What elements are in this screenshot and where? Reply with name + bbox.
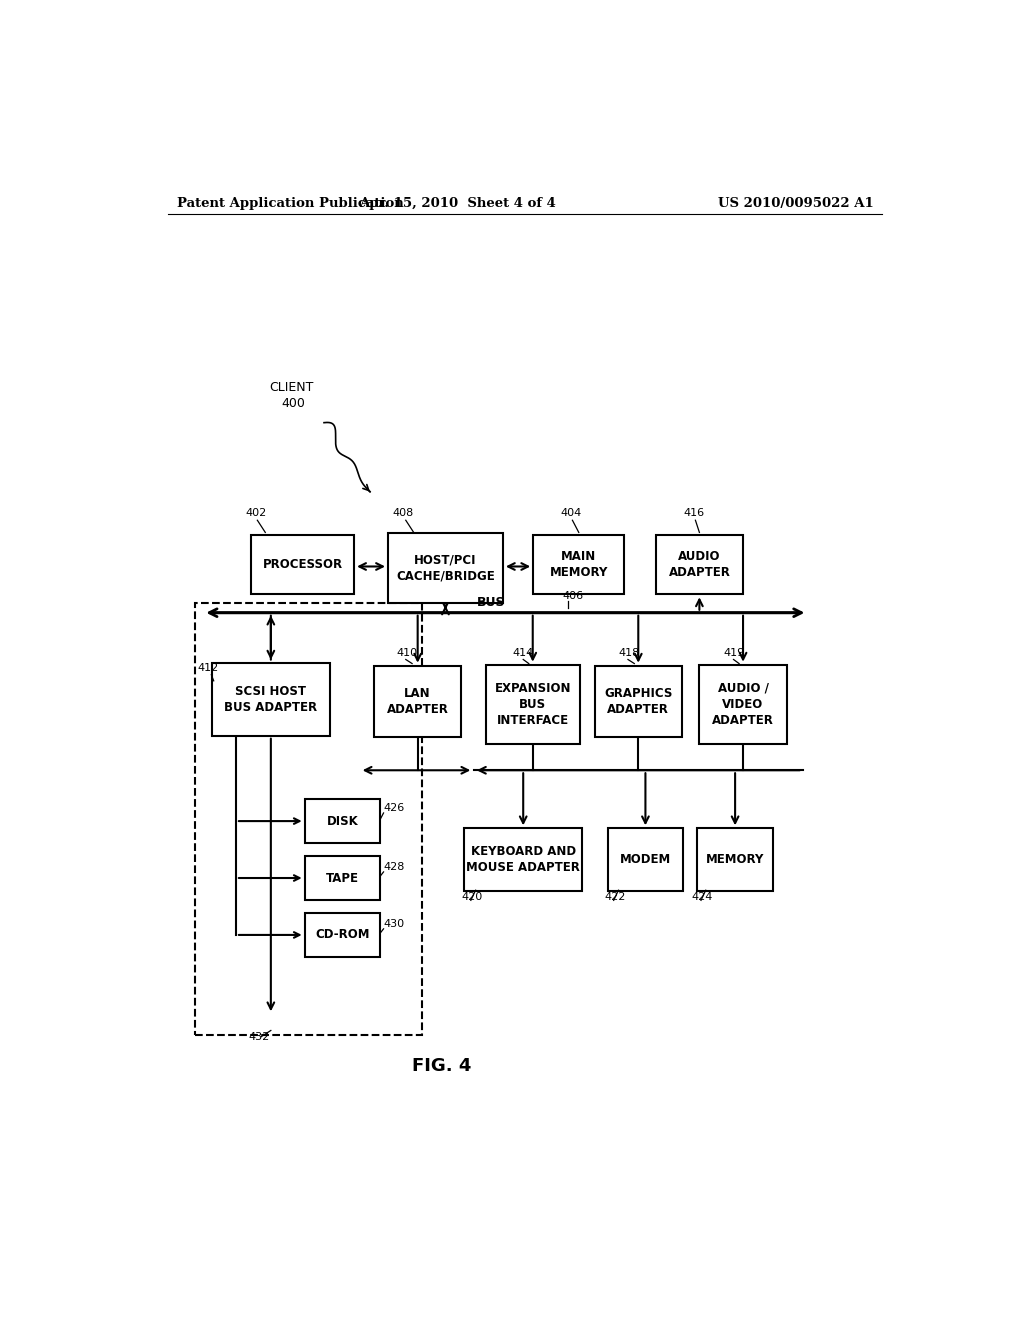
- FancyBboxPatch shape: [374, 665, 461, 737]
- Text: 428: 428: [384, 862, 404, 873]
- FancyBboxPatch shape: [465, 828, 582, 891]
- FancyBboxPatch shape: [699, 664, 786, 744]
- Text: 408: 408: [392, 508, 414, 519]
- FancyBboxPatch shape: [212, 663, 330, 735]
- Text: DISK: DISK: [327, 814, 358, 828]
- Text: Apr. 15, 2010  Sheet 4 of 4: Apr. 15, 2010 Sheet 4 of 4: [358, 197, 556, 210]
- Text: 410: 410: [396, 648, 418, 659]
- Text: LAN
ADAPTER: LAN ADAPTER: [387, 686, 449, 715]
- Text: EXPANSION
BUS
INTERFACE: EXPANSION BUS INTERFACE: [495, 681, 571, 727]
- Text: 412: 412: [198, 663, 219, 673]
- FancyBboxPatch shape: [304, 799, 380, 843]
- FancyBboxPatch shape: [304, 855, 380, 900]
- Text: GRAPHICS
ADAPTER: GRAPHICS ADAPTER: [604, 686, 673, 715]
- Text: 400: 400: [282, 397, 305, 411]
- Text: KEYBOARD AND
MOUSE ADAPTER: KEYBOARD AND MOUSE ADAPTER: [466, 845, 581, 874]
- FancyBboxPatch shape: [697, 828, 773, 891]
- Text: 414: 414: [513, 648, 535, 659]
- Text: 424: 424: [691, 892, 713, 903]
- Text: 430: 430: [384, 919, 404, 929]
- Text: MAIN
MEMORY: MAIN MEMORY: [550, 550, 608, 579]
- FancyBboxPatch shape: [486, 664, 580, 744]
- FancyBboxPatch shape: [388, 533, 503, 602]
- Text: CLIENT: CLIENT: [269, 381, 313, 395]
- Text: 406: 406: [563, 590, 584, 601]
- FancyBboxPatch shape: [655, 536, 743, 594]
- Text: MEMORY: MEMORY: [706, 853, 764, 866]
- FancyBboxPatch shape: [534, 536, 625, 594]
- Text: MODEM: MODEM: [620, 853, 671, 866]
- Text: HOST/PCI
CACHE/BRIDGE: HOST/PCI CACHE/BRIDGE: [396, 553, 495, 582]
- Text: 419: 419: [723, 648, 744, 659]
- Text: 420: 420: [461, 892, 482, 903]
- FancyBboxPatch shape: [304, 912, 380, 957]
- Text: PROCESSOR: PROCESSOR: [262, 558, 343, 572]
- Text: 402: 402: [246, 508, 266, 519]
- Text: AUDIO /
VIDEO
ADAPTER: AUDIO / VIDEO ADAPTER: [712, 681, 774, 727]
- FancyBboxPatch shape: [595, 665, 682, 737]
- Text: 426: 426: [384, 803, 404, 813]
- Text: SCSI HOST
BUS ADAPTER: SCSI HOST BUS ADAPTER: [224, 685, 317, 714]
- Text: CD-ROM: CD-ROM: [315, 928, 370, 941]
- Text: TAPE: TAPE: [326, 871, 358, 884]
- FancyBboxPatch shape: [251, 536, 354, 594]
- FancyBboxPatch shape: [607, 828, 683, 891]
- Text: 404: 404: [560, 508, 582, 519]
- Text: 422: 422: [604, 892, 626, 903]
- Text: 432: 432: [249, 1032, 270, 1041]
- Text: BUS: BUS: [477, 595, 506, 609]
- Text: AUDIO
ADAPTER: AUDIO ADAPTER: [669, 550, 730, 579]
- Text: US 2010/0095022 A1: US 2010/0095022 A1: [718, 197, 873, 210]
- Text: 418: 418: [618, 648, 640, 659]
- Text: 416: 416: [684, 508, 705, 519]
- Text: FIG. 4: FIG. 4: [412, 1057, 471, 1074]
- Text: Patent Application Publication: Patent Application Publication: [177, 197, 403, 210]
